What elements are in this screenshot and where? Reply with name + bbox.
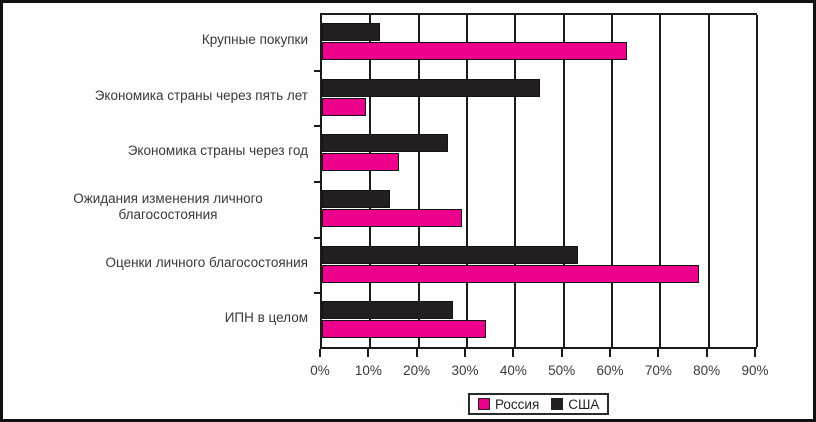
x-tick-label-90pct: 90% xyxy=(741,363,769,378)
category-axis-tick xyxy=(314,236,322,239)
x-tick-label-80pct: 80% xyxy=(693,363,721,378)
bar-usa-6 xyxy=(322,301,453,320)
category-label-6: ИПН в целом xyxy=(224,310,308,326)
category-axis-tick xyxy=(314,292,322,295)
bar-usa-4 xyxy=(322,190,390,208)
gridline-10 xyxy=(369,15,372,347)
x-tick-label-60pct: 60% xyxy=(596,363,624,378)
x-axis-tick xyxy=(560,349,563,357)
x-axis-tick xyxy=(464,349,466,357)
bar-usa-3 xyxy=(322,134,448,153)
x-tick-label-0pct: 0% xyxy=(310,363,330,378)
x-axis-tick xyxy=(512,349,515,357)
bar-russia-4 xyxy=(322,209,463,227)
x-axis-tick xyxy=(657,349,660,357)
category-label-4: Ожидания изменения личного благосостояни… xyxy=(73,191,263,222)
legend: Россия США xyxy=(468,393,610,415)
x-axis-tick xyxy=(319,349,321,357)
x-axis-tick xyxy=(754,349,756,357)
gridline-90 xyxy=(756,15,758,347)
x-axis-tick xyxy=(367,349,370,357)
category-label-1: Крупные покупки xyxy=(201,32,308,47)
legend-label: Россия xyxy=(495,396,540,412)
legend-label: США xyxy=(568,396,600,412)
x-tick-label-40pct: 40% xyxy=(499,363,527,378)
plot-area xyxy=(314,13,758,349)
x-tick-label-20pct: 20% xyxy=(403,363,431,378)
x-axis-tick xyxy=(609,349,611,357)
legend-swatch-icon xyxy=(478,398,490,410)
gridline-40 xyxy=(514,15,517,347)
category-axis-tick xyxy=(314,69,322,72)
category-label-5: Оценки личного благосостояния xyxy=(105,254,308,270)
legend-swatch-icon xyxy=(551,398,564,410)
x-tick-label-50pct: 50% xyxy=(548,363,576,378)
bar-usa-1 xyxy=(322,23,380,41)
gridline-70 xyxy=(659,15,662,347)
x-tick-label-10pct: 10% xyxy=(354,363,382,378)
gridline-30 xyxy=(466,15,468,347)
bar-russia-2 xyxy=(322,97,366,116)
legend-item-russia: Россия xyxy=(478,397,539,412)
x-axis-tick xyxy=(705,349,708,357)
category-axis-tick xyxy=(314,181,322,183)
gridline-60 xyxy=(611,15,613,347)
x-axis-tick xyxy=(415,349,418,357)
x-tick-label-30pct: 30% xyxy=(451,363,479,378)
bar-russia-3 xyxy=(322,153,400,172)
bar-russia-6 xyxy=(322,320,487,339)
category-label-3: Экономика страны через год xyxy=(127,143,308,159)
gridline-50 xyxy=(562,15,565,347)
category-axis-tick xyxy=(314,125,322,128)
gridline-80 xyxy=(707,15,710,347)
bar-usa-5 xyxy=(322,245,579,264)
bar-russia-1 xyxy=(322,42,627,60)
x-tick-label-70pct: 70% xyxy=(644,363,672,378)
bar-russia-5 xyxy=(322,264,699,283)
gridline-20 xyxy=(417,15,420,347)
legend-item-usa: США xyxy=(551,397,599,412)
category-label-2: Экономика страны через пять лет xyxy=(94,87,308,103)
bar-usa-2 xyxy=(322,78,540,97)
